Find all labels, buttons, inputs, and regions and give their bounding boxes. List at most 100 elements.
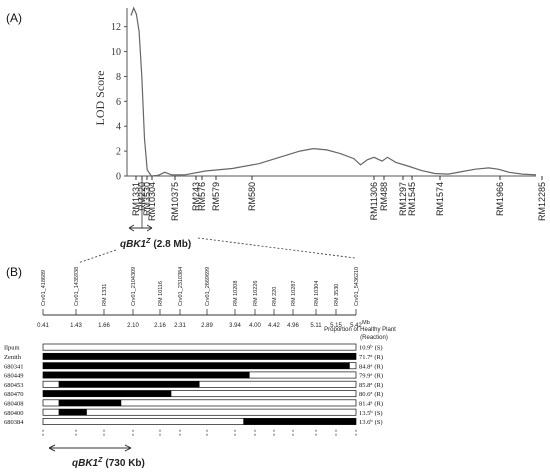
donor-segment — [43, 390, 172, 397]
donor-segment — [43, 353, 356, 360]
phenotype-value: 84.8a (R) — [359, 362, 383, 370]
physical-map: Crv01_418689 0.41 Crv01_1435938 1.43 RM 1331… — [4, 267, 396, 469]
phenotype-value: 10.9b (S) — [359, 344, 383, 352]
donor-segment — [58, 381, 200, 388]
physical-position-label: 0.41 — [37, 323, 49, 329]
physical-position-label: 2.89 — [201, 323, 213, 329]
physical-position-label: 4.96 — [287, 323, 299, 329]
physical-marker-label: RM 10208 — [233, 281, 239, 306]
interval-label-a: qBK1Z (2.8 Mb) — [120, 238, 191, 250]
line-name: 680400 — [4, 410, 24, 417]
donor-segment — [43, 371, 250, 379]
phenotype-subheader: (Reaction) — [360, 335, 388, 341]
y-tick-label: 10 — [111, 47, 121, 58]
marker-label: RM579 — [211, 182, 221, 211]
physical-position-label: 4.00 — [249, 323, 261, 329]
line-name: 680384 — [4, 419, 24, 426]
y-tick-label: 2 — [116, 147, 121, 158]
donor-segment — [243, 418, 356, 425]
marker-label: RM1331 — [131, 182, 141, 216]
phenotype-value: 79.9a (R) — [359, 372, 383, 380]
y-tick-label: 8 — [116, 72, 121, 83]
physical-position-label: 2.16 — [154, 323, 166, 329]
marker-label: RM10375 — [170, 182, 180, 221]
phenotype-value: 13.5b (S) — [359, 409, 383, 417]
phenotype-value: 71.7a (R) — [359, 353, 383, 361]
physical-marker-label: Crv01_418689 — [41, 270, 47, 306]
chromosome-bar — [42, 343, 357, 351]
marker-label: RM576 — [197, 182, 207, 211]
interval-arrow-a — [128, 176, 153, 232]
marker-label: RM580 — [247, 182, 257, 211]
phenotype-value: 85.8a (R) — [359, 381, 383, 389]
physical-marker-label: Crv01_2310384 — [178, 267, 184, 306]
marker-label: RM243 — [191, 182, 201, 211]
genotype-row: 680470 80.6a (R) — [4, 390, 383, 398]
physical-position-label: 2.10 — [127, 323, 139, 329]
zoom-connector-left — [77, 249, 117, 264]
physical-position-label: 5.42 — [350, 323, 362, 329]
physical-position-label: 3.94 — [229, 323, 241, 329]
physical-position-label: 5.11 — [310, 323, 322, 329]
genotype-row: 680384 13.6b (S) — [4, 418, 383, 426]
genotype-row: 680400 13.5b (S) — [4, 408, 383, 417]
chromosome-bar — [42, 399, 357, 407]
marker-label: RM1297 — [398, 182, 408, 216]
marker-label: RM1545 — [407, 182, 417, 216]
y-tick-label: 4 — [116, 122, 121, 133]
marker-label: RM1574 — [435, 182, 445, 216]
genotype-row: 680449 79.9a (R) — [4, 371, 383, 380]
position-unit: Mb — [362, 320, 370, 326]
marker-label: RM12285 — [537, 182, 547, 221]
phenotype-header: Proportion of Healthy Plant — [324, 327, 396, 333]
chromosome-bar — [42, 408, 357, 416]
genotype-row: Ilpum 10.9b (S) — [4, 343, 383, 352]
physical-position-label: 4.42 — [268, 323, 280, 329]
line-name: 680453 — [4, 382, 24, 389]
donor-segment — [58, 409, 87, 416]
physical-marker-label: Crv01_5436210 — [354, 267, 360, 306]
physical-position-label: 5.15 — [330, 323, 342, 329]
donor-segment — [58, 399, 122, 406]
line-name: 680341 — [4, 363, 24, 370]
genotype-row: 680453 85.8a (R) — [4, 380, 383, 389]
physical-marker-label: RM 3530 — [334, 284, 340, 306]
y-tick-label: 12 — [111, 22, 121, 33]
physical-marker-label: Crv01_2104309 — [131, 267, 137, 306]
interval-label-b: qBK1Z (730 Kb) — [72, 457, 145, 469]
line-name: Zenith — [4, 354, 22, 361]
line-name: Ilpum — [4, 345, 20, 352]
marker-label: RM11306 — [369, 182, 379, 220]
line-name: 680470 — [4, 391, 24, 398]
physical-marker-label: RM 1331 — [102, 284, 108, 306]
physical-marker-label: RM 10226 — [253, 281, 259, 306]
physical-marker-label: Crv01_2669699 — [205, 267, 211, 306]
genotype-row: 680341 84.8a (R) — [4, 362, 383, 370]
phenotype-value: 13.6b (S) — [359, 418, 383, 426]
panel-b-label: (B) — [6, 265, 22, 279]
phenotype-value: 80.6a (R) — [359, 390, 383, 398]
phenotype-value: 81.4a (R) — [359, 400, 383, 408]
physical-position-label: 2.31 — [174, 323, 186, 329]
physical-marker-label: RM 220 — [272, 287, 278, 306]
y-tick-label: 0 — [116, 172, 121, 183]
zoom-connector-right — [197, 237, 356, 259]
physical-marker-label: RM 10116 — [158, 281, 164, 306]
marker-label: RM488 — [379, 182, 389, 211]
marker-label: RM3530 — [142, 182, 152, 216]
line-name: 680408 — [4, 401, 24, 408]
interval-arrow-b — [48, 444, 132, 452]
y-tick-label: 6 — [116, 97, 121, 108]
physical-position-label: 1.66 — [98, 323, 110, 329]
line-name: 680449 — [4, 373, 24, 380]
physical-marker-label: Crv01_1435938 — [74, 267, 80, 306]
marker-label: RM1966 — [495, 182, 505, 216]
physical-position-label: 1.43 — [70, 323, 82, 329]
donor-segment — [43, 362, 350, 369]
panel-a-label: (A) — [6, 11, 22, 25]
lod-y-axis-label: LOD Score — [93, 71, 107, 126]
genotype-row: Zenith 71.7a (R) — [4, 352, 383, 361]
physical-marker-label: RM 10304 — [314, 281, 320, 306]
